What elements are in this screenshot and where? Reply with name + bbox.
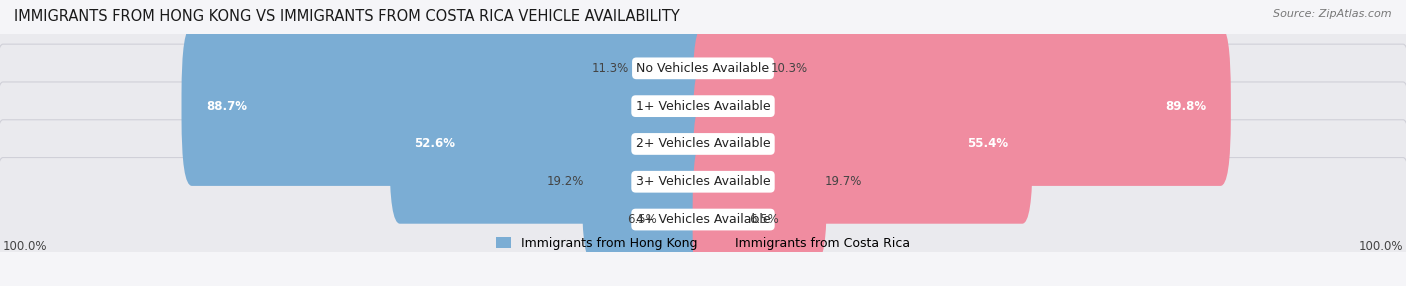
- FancyBboxPatch shape: [627, 0, 713, 148]
- Text: 3+ Vehicles Available: 3+ Vehicles Available: [636, 175, 770, 188]
- Text: 11.3%: 11.3%: [592, 62, 630, 75]
- Text: 89.8%: 89.8%: [1166, 100, 1206, 113]
- FancyBboxPatch shape: [582, 102, 713, 261]
- Text: 100.0%: 100.0%: [1358, 240, 1403, 253]
- Text: 2+ Vehicles Available: 2+ Vehicles Available: [636, 138, 770, 150]
- Text: 88.7%: 88.7%: [207, 100, 247, 113]
- Text: 6.5%: 6.5%: [627, 213, 657, 226]
- FancyBboxPatch shape: [693, 102, 827, 261]
- Text: 1+ Vehicles Available: 1+ Vehicles Available: [636, 100, 770, 113]
- FancyBboxPatch shape: [0, 82, 1406, 206]
- FancyBboxPatch shape: [693, 26, 1230, 186]
- Text: 55.4%: 55.4%: [967, 138, 1008, 150]
- Text: 19.2%: 19.2%: [547, 175, 583, 188]
- Text: 100.0%: 100.0%: [3, 240, 48, 253]
- FancyBboxPatch shape: [655, 140, 713, 286]
- Text: 19.7%: 19.7%: [825, 175, 862, 188]
- FancyBboxPatch shape: [389, 64, 713, 224]
- Text: 6.5%: 6.5%: [749, 213, 779, 226]
- Text: IMMIGRANTS FROM HONG KONG VS IMMIGRANTS FROM COSTA RICA VEHICLE AVAILABILITY: IMMIGRANTS FROM HONG KONG VS IMMIGRANTS …: [14, 9, 681, 23]
- FancyBboxPatch shape: [0, 158, 1406, 281]
- Text: 4+ Vehicles Available: 4+ Vehicles Available: [636, 213, 770, 226]
- Text: 10.3%: 10.3%: [770, 62, 808, 75]
- Text: No Vehicles Available: No Vehicles Available: [637, 62, 769, 75]
- FancyBboxPatch shape: [693, 0, 773, 148]
- Legend: Immigrants from Hong Kong, Immigrants from Costa Rica: Immigrants from Hong Kong, Immigrants fr…: [496, 237, 910, 250]
- Text: Source: ZipAtlas.com: Source: ZipAtlas.com: [1274, 9, 1392, 19]
- FancyBboxPatch shape: [693, 64, 1032, 224]
- FancyBboxPatch shape: [181, 26, 713, 186]
- Text: 52.6%: 52.6%: [415, 138, 456, 150]
- FancyBboxPatch shape: [0, 6, 1406, 130]
- FancyBboxPatch shape: [0, 120, 1406, 244]
- FancyBboxPatch shape: [0, 44, 1406, 168]
- FancyBboxPatch shape: [693, 140, 751, 286]
